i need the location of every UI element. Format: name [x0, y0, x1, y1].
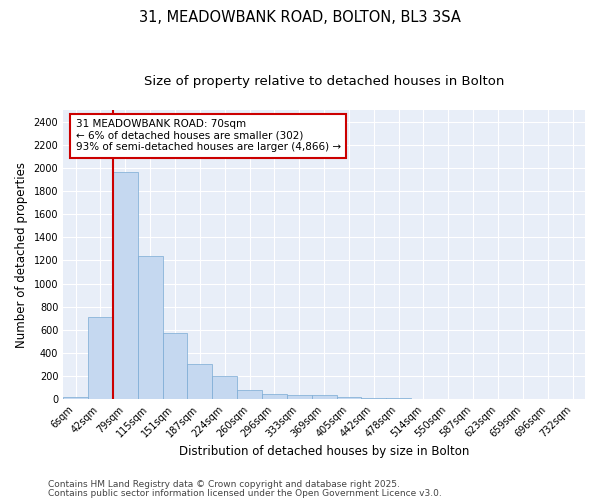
Bar — [361, 398, 386, 399]
Bar — [88, 317, 113, 399]
Bar — [287, 395, 311, 399]
Text: Contains HM Land Registry data © Crown copyright and database right 2025.: Contains HM Land Registry data © Crown c… — [48, 480, 400, 489]
Text: Contains public sector information licensed under the Open Government Licence v3: Contains public sector information licen… — [48, 490, 442, 498]
Bar — [311, 395, 337, 399]
X-axis label: Distribution of detached houses by size in Bolton: Distribution of detached houses by size … — [179, 444, 469, 458]
Bar — [63, 398, 88, 399]
Bar — [113, 172, 138, 399]
Bar — [187, 364, 212, 399]
Y-axis label: Number of detached properties: Number of detached properties — [15, 162, 28, 348]
Text: 31 MEADOWBANK ROAD: 70sqm
← 6% of detached houses are smaller (302)
93% of semi-: 31 MEADOWBANK ROAD: 70sqm ← 6% of detach… — [76, 120, 341, 152]
Bar — [386, 398, 411, 399]
Bar — [411, 398, 436, 399]
Bar — [337, 397, 361, 399]
Bar — [163, 332, 187, 399]
Bar — [237, 390, 262, 399]
Bar — [262, 394, 287, 399]
Bar — [212, 376, 237, 399]
Text: 31, MEADOWBANK ROAD, BOLTON, BL3 3SA: 31, MEADOWBANK ROAD, BOLTON, BL3 3SA — [139, 10, 461, 25]
Bar — [138, 256, 163, 399]
Title: Size of property relative to detached houses in Bolton: Size of property relative to detached ho… — [144, 75, 504, 88]
